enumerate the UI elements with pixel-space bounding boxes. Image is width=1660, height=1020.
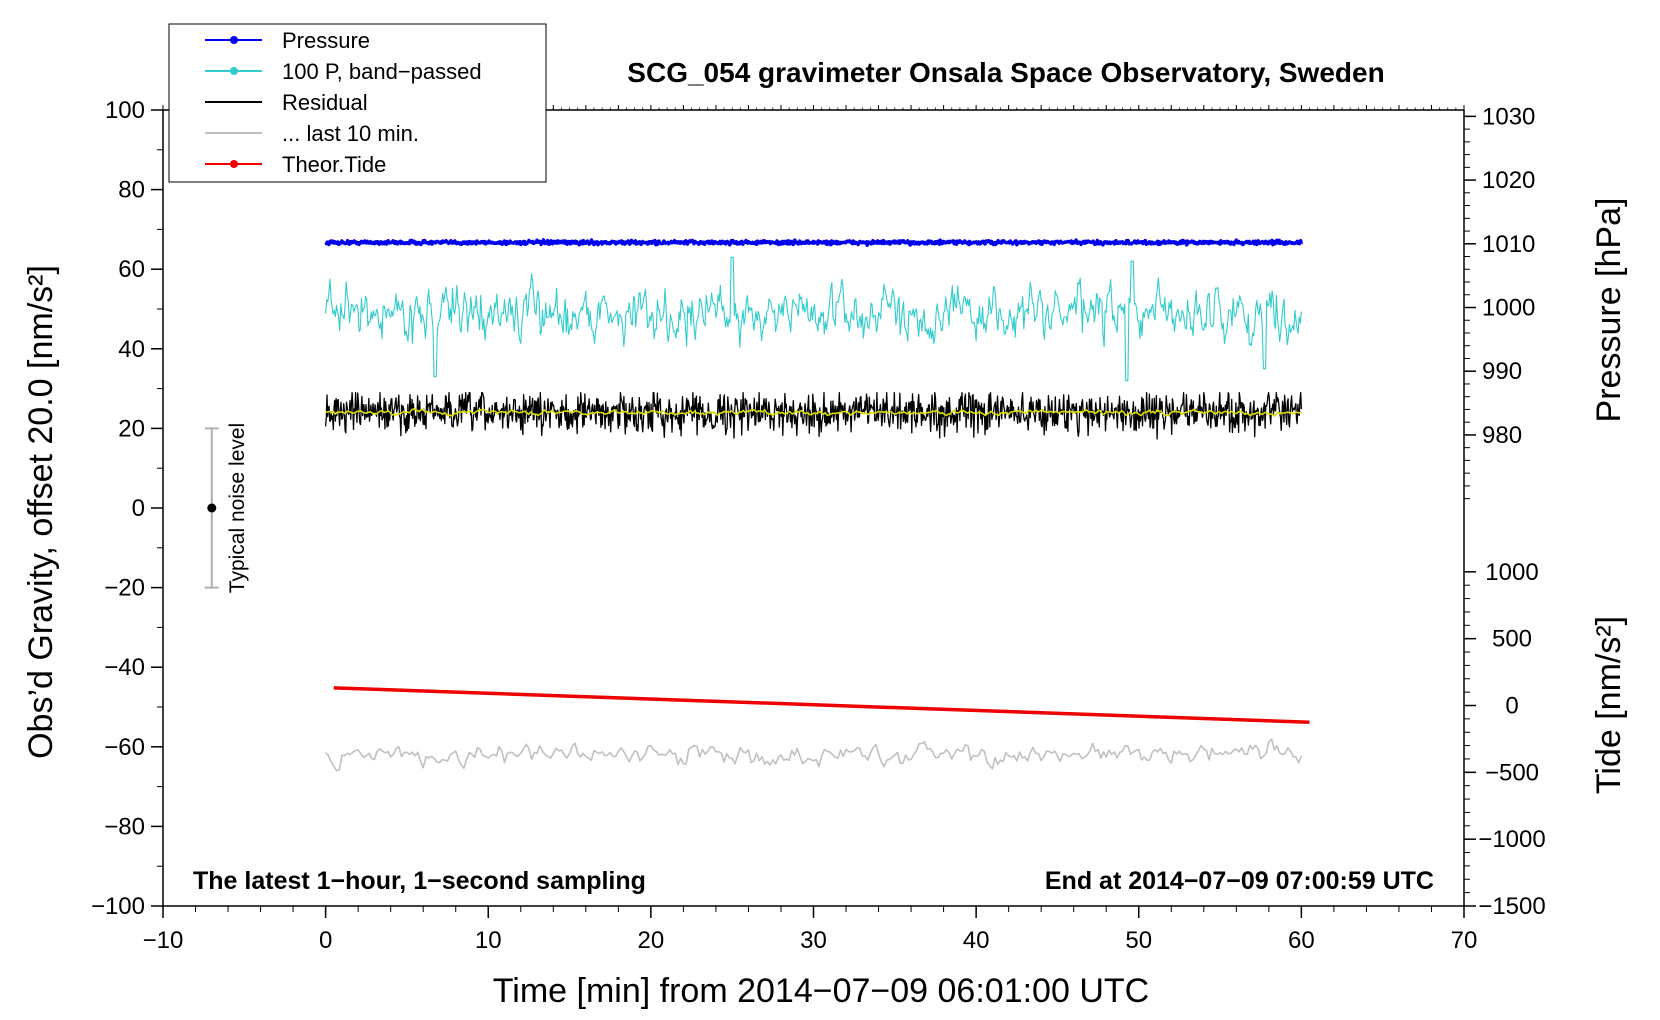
- legend-swatch-marker: [230, 36, 238, 44]
- tide-tick-label: 1000: [1485, 559, 1538, 586]
- legend-swatch-marker: [230, 67, 238, 75]
- tide-tick-label: 0: [1505, 693, 1518, 720]
- tide-tick-label: −500: [1485, 759, 1539, 786]
- series-pressure: [324, 238, 1304, 247]
- legend: Pressure 100 P, band−passed Residual ... la…: [168, 23, 547, 183]
- ticks-layer: −10 0 10 20 30 40 50 60 70100806040200−20−40−60−…: [91, 97, 1546, 954]
- y-left-tick-label: −20: [104, 575, 145, 602]
- noise-bar-label: Typical noise level: [226, 423, 249, 593]
- x-tick-label: 20: [638, 927, 665, 954]
- series-last-10-min: [325, 738, 1303, 772]
- legend-entry-label: ... last 10 min.: [282, 121, 419, 146]
- x-tick-label: 10: [475, 927, 502, 954]
- noise-bar-center-dot: [207, 503, 217, 513]
- y-left-tick-label: 60: [118, 256, 145, 283]
- y-left-tick-label: −80: [104, 813, 145, 840]
- x-tick-label: 0: [319, 927, 332, 954]
- x-tick-label: 50: [1125, 927, 1152, 954]
- y-axis-title-tide: Tide [nm/s²]: [1590, 616, 1628, 794]
- y-left-tick-label: −60: [104, 734, 145, 761]
- tide-tick-label: 500: [1492, 626, 1532, 653]
- y-left-tick-label: 100: [105, 97, 145, 124]
- legend-entry-label: 100 P, band−passed: [282, 59, 482, 84]
- legend-entry-label: Residual: [282, 90, 368, 115]
- x-tick-label: 60: [1288, 927, 1315, 954]
- x-tick-label: 40: [963, 927, 990, 954]
- series-residual: [324, 391, 1303, 440]
- x-tick-label: 30: [800, 927, 827, 954]
- legend-entry-label: Pressure: [282, 28, 370, 53]
- annotation-sampling: The latest 1−hour, 1−second sampling: [193, 867, 646, 895]
- y-left-tick-label: −100: [91, 893, 145, 920]
- x-tick-label: −10: [143, 927, 184, 954]
- pressure-tick-label: 1020: [1482, 167, 1535, 194]
- series-residual-smoothed: [325, 408, 1302, 418]
- y-left-tick-label: −40: [104, 654, 145, 681]
- tide-tick-label: −1500: [1478, 893, 1545, 920]
- y-left-tick-label: 40: [118, 336, 145, 363]
- legend-swatch-marker: [230, 160, 238, 168]
- legend-entry-label: Theor.Tide: [282, 152, 386, 177]
- y-left-tick-label: 20: [118, 415, 145, 442]
- y-left-tick-label: 0: [132, 495, 145, 522]
- y-left-tick-label: 80: [118, 177, 145, 204]
- y-axis-title-left: Obs’d Gravity, offset 20.0 [nm/s²]: [22, 265, 60, 759]
- pressure-tick-label: 1000: [1482, 295, 1535, 322]
- tide-tick-label: −1000: [1478, 826, 1545, 853]
- pressure-tick-label: 1030: [1482, 103, 1535, 130]
- series-layer: [324, 238, 1310, 772]
- series-theor-tide: [333, 686, 1310, 724]
- series-100-p-band-passed: [325, 256, 1302, 382]
- pressure-tick-label: 990: [1482, 358, 1522, 385]
- x-tick-label: 70: [1451, 927, 1478, 954]
- noise-bar: Typical noise level: [204, 423, 249, 593]
- x-axis-title: Time [min] from 2014−07−09 06:01:00 UTC: [493, 972, 1149, 1010]
- chart-title: SCG_054 gravimeter Onsala Space Observat…: [627, 57, 1384, 88]
- annotation-end-time: End at 2014−07−09 07:00:59 UTC: [1045, 867, 1434, 895]
- pressure-tick-label: 980: [1482, 422, 1522, 449]
- pressure-tick-label: 1010: [1482, 231, 1535, 258]
- y-axis-title-pressure: Pressure [hPa]: [1590, 198, 1628, 423]
